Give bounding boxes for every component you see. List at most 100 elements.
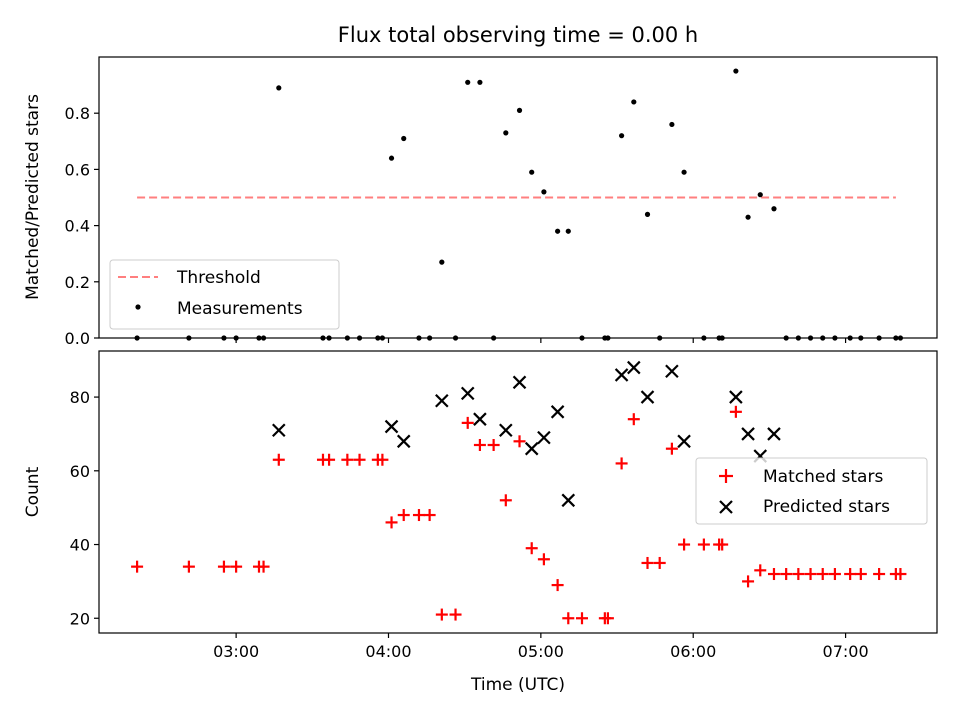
matched-star-point [499, 494, 512, 507]
matched-star-point [487, 439, 500, 451]
x-tick-label: 06:00 [670, 642, 716, 661]
matched-star-point [615, 457, 628, 470]
measurement-point [757, 192, 763, 198]
matched-star-point [601, 612, 614, 625]
matched-star-point [792, 568, 805, 581]
legend-predicted-swatch [719, 500, 733, 514]
measurement-point [503, 130, 509, 136]
bottom-y-tick-label: 40 [70, 536, 90, 555]
predicted-star-point [460, 386, 475, 401]
x-tick-label: 05:00 [518, 642, 564, 661]
measurement-point [439, 259, 445, 265]
measurement-point [465, 79, 471, 85]
top-y-tick-label: 0.0 [65, 329, 90, 348]
matched-star-point [562, 612, 575, 625]
measurement-point [477, 79, 483, 85]
predicted-star-point [524, 441, 539, 456]
matched-star-point [182, 560, 195, 573]
measurement-point [529, 169, 535, 175]
matched-star-point [353, 453, 366, 466]
predicted-star-point [640, 390, 655, 404]
matched-star-point [341, 453, 354, 466]
top-legend: Threshold Measurements [109, 259, 340, 330]
bottom-y-tick-label: 60 [70, 462, 90, 481]
matched-star-point [854, 568, 867, 581]
measurement-point [733, 68, 739, 74]
legend-threshold-label: Threshold [176, 268, 261, 288]
top-y-tick-label: 0.4 [65, 217, 90, 236]
matched-star-point [412, 509, 425, 522]
measurement-point [644, 211, 651, 217]
measurement-point [388, 155, 395, 161]
matched-star-point [230, 560, 243, 573]
matched-star-point [742, 575, 755, 588]
measurement-point [669, 121, 675, 128]
measurement-point [276, 85, 282, 91]
measurement-point [541, 189, 547, 195]
matched-star-point [653, 556, 666, 569]
x-tick-label: 04:00 [365, 642, 411, 661]
predicted-star-point [473, 412, 487, 426]
predicted-star-point [729, 390, 743, 404]
predicted-star-point [741, 427, 755, 441]
matched-star-point [513, 435, 526, 448]
matched-star-point [397, 509, 410, 522]
matched-star-point [525, 542, 538, 555]
predicted-star-point [396, 434, 411, 449]
measurement-point [516, 107, 523, 113]
top-y-tick-label: 0.8 [65, 104, 90, 123]
top-axes-frame [98, 56, 938, 339]
legend-measurements-swatch [135, 304, 141, 310]
matched-star-point [376, 453, 389, 466]
matched-star-point [537, 553, 550, 566]
legend-matched-label: Matched stars [763, 467, 883, 487]
matched-star-point [894, 568, 907, 581]
predicted-star-point [499, 423, 513, 438]
matched-star-point [729, 405, 742, 418]
matched-star-point [767, 568, 780, 581]
predicted-star-point [512, 375, 527, 390]
legend-measurements-label: Measurements [177, 299, 303, 319]
chart-title: Flux total observing time = 0.00 h [338, 23, 698, 47]
measurement-point [619, 133, 625, 139]
top-panel: 0.00.20.40.60.8 Matched/Predicted stars … [23, 56, 938, 348]
matched-star-point [641, 556, 654, 569]
matched-star-point [804, 568, 817, 581]
bottom-y-axis-label: Count [23, 466, 43, 517]
matched-star-point [575, 612, 588, 625]
matched-star-point [678, 538, 691, 551]
x-axis-label: Time (UTC) [470, 675, 565, 695]
measurement-point [771, 206, 777, 212]
measurement-point [631, 99, 637, 105]
matched-star-point [449, 608, 462, 621]
matched-star-point [257, 560, 270, 573]
matched-star-point [665, 442, 678, 455]
bottom-y-tick-label: 80 [70, 388, 90, 407]
matched-star-point [697, 538, 710, 551]
predicted-star-point [614, 368, 629, 382]
top-y-axis-label: Matched/Predicted stars [23, 94, 43, 300]
matched-star-point [716, 538, 729, 551]
matched-star-point [423, 509, 436, 522]
matched-star-point [385, 516, 398, 529]
matched-star-point [780, 568, 793, 581]
predicted-star-point [435, 393, 449, 408]
measurement-point [401, 135, 407, 142]
matched-star-point [627, 413, 640, 426]
measurement-point [745, 214, 751, 220]
matched-star-point [217, 560, 230, 573]
matched-star-point [131, 560, 144, 573]
measurement-point [565, 228, 571, 234]
matched-star-point [754, 564, 767, 577]
matched-star-point [828, 568, 841, 581]
bottom-axes-frame [98, 350, 938, 634]
top-y-tick-label: 0.6 [65, 160, 90, 179]
predicted-star-point [767, 427, 781, 441]
measurement-point [555, 228, 561, 234]
legend-predicted-label: Predicted stars [763, 497, 890, 517]
matched-star-point [461, 416, 474, 429]
bottom-y-tick-label: 20 [70, 609, 90, 628]
predicted-star-point [550, 405, 565, 419]
legend-matched-swatch [719, 469, 733, 483]
